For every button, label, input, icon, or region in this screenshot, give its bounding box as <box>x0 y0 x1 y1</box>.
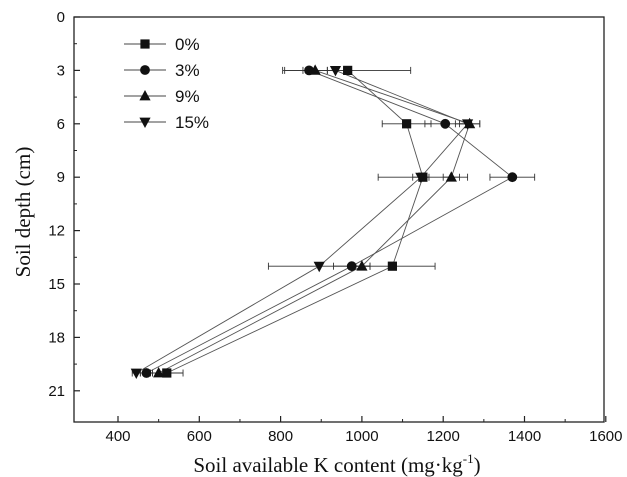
plot-border <box>73 16 605 423</box>
legend-label: 9% <box>175 87 200 106</box>
x-axis: 400 600 800 1000 1200 1400 1600 <box>105 416 622 445</box>
data-point <box>445 171 457 182</box>
y-tick-label: 12 <box>48 223 65 240</box>
y-axis: 0 3 6 9 12 15 18 21 <box>48 9 80 400</box>
data-point <box>402 119 412 129</box>
y-tick-label: 3 <box>57 62 65 79</box>
y-tick-label: 15 <box>48 276 65 293</box>
data-point <box>162 368 172 378</box>
data-point <box>309 64 321 75</box>
data-point <box>130 368 142 379</box>
y-tick-label: 6 <box>57 116 65 133</box>
data-point <box>313 261 325 273</box>
plot-frame <box>73 16 605 423</box>
data-point <box>329 66 342 77</box>
y-tick-label: 21 <box>48 383 65 400</box>
legend-label: 15% <box>175 113 209 132</box>
y-tick-label: 18 <box>48 329 65 346</box>
legend: 0% 3% 9% 15% <box>124 35 209 132</box>
legend-item-2: 9% <box>124 87 200 106</box>
data-point <box>343 65 353 75</box>
legend-item-3: 15% <box>124 113 209 132</box>
x-tick-label: 400 <box>105 428 130 445</box>
legend-marker <box>140 65 150 75</box>
x-axis-title-superscript: -1 <box>463 451 474 466</box>
x-tick-label: 600 <box>187 428 212 445</box>
data-point <box>346 261 357 272</box>
data-markers <box>130 64 518 379</box>
y-axis-title: Soil depth (cm) <box>11 147 35 278</box>
data-point <box>356 260 368 271</box>
data-point <box>387 261 397 271</box>
data-point <box>415 172 427 184</box>
y-tick-label: 9 <box>57 169 65 186</box>
data-point <box>141 368 152 378</box>
y-tick-label: 0 <box>57 9 65 26</box>
legend-marker <box>139 117 151 128</box>
x-tick-label: 1000 <box>345 428 378 445</box>
x-tick-label: 1600 <box>589 428 622 445</box>
data-point <box>461 119 474 130</box>
legend-marker <box>139 90 151 101</box>
data-point <box>440 118 451 129</box>
x-tick-label: 800 <box>268 428 293 445</box>
legend-marker <box>140 39 150 49</box>
legend-label: 3% <box>175 61 200 80</box>
x-tick-label: 1200 <box>427 428 460 445</box>
data-point <box>153 367 165 378</box>
x-axis-title: Soil available K content (mg·kg-1) <box>193 451 480 477</box>
x-tick-label: 1400 <box>508 428 541 445</box>
legend-label: 0% <box>175 35 200 54</box>
legend-item-0: 0% <box>124 35 200 54</box>
legend-item-1: 3% <box>124 61 200 80</box>
data-point <box>507 172 518 183</box>
